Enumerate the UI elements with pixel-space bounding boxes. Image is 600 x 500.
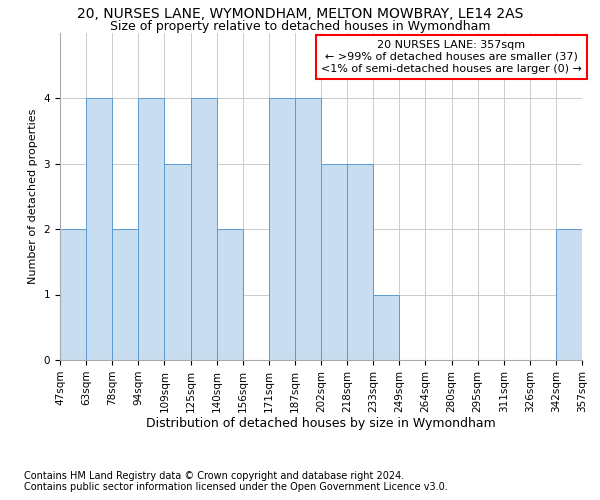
Bar [269,98,295,360]
Bar [217,229,243,360]
X-axis label: Distribution of detached houses by size in Wymondham: Distribution of detached houses by size … [146,418,496,430]
Text: 20, NURSES LANE, WYMONDHAM, MELTON MOWBRAY, LE14 2AS: 20, NURSES LANE, WYMONDHAM, MELTON MOWBR… [77,8,523,22]
Bar [295,98,321,360]
Bar [373,294,400,360]
Bar [321,164,347,360]
Bar [86,98,112,360]
Bar [139,98,164,360]
Y-axis label: Number of detached properties: Number of detached properties [28,108,38,284]
Text: Size of property relative to detached houses in Wymondham: Size of property relative to detached ho… [110,20,490,33]
Bar [112,229,139,360]
Bar [191,98,217,360]
Bar [347,164,373,360]
Text: 20 NURSES LANE: 357sqm
← >99% of detached houses are smaller (37)
<1% of semi-de: 20 NURSES LANE: 357sqm ← >99% of detache… [321,40,582,74]
Text: Contains HM Land Registry data © Crown copyright and database right 2024.
Contai: Contains HM Land Registry data © Crown c… [24,471,448,492]
Bar [60,229,86,360]
Bar [556,229,582,360]
Bar [164,164,191,360]
